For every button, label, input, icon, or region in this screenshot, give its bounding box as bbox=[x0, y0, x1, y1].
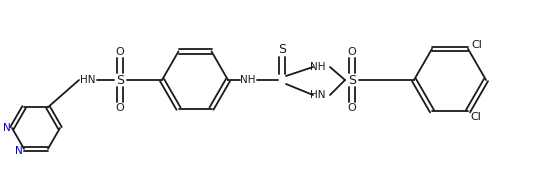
Text: HN: HN bbox=[310, 90, 326, 100]
Text: Cl: Cl bbox=[471, 40, 482, 50]
Text: O: O bbox=[348, 103, 356, 113]
Text: S: S bbox=[278, 43, 286, 56]
Text: S: S bbox=[348, 73, 356, 87]
Text: N: N bbox=[3, 123, 11, 133]
Text: O: O bbox=[116, 47, 124, 57]
Text: O: O bbox=[116, 103, 124, 113]
Text: NH: NH bbox=[240, 75, 256, 85]
Text: N: N bbox=[15, 146, 23, 156]
Text: NH: NH bbox=[310, 62, 326, 72]
Text: HN: HN bbox=[80, 75, 96, 85]
Text: O: O bbox=[348, 47, 356, 57]
Text: S: S bbox=[116, 73, 124, 87]
Text: Cl: Cl bbox=[470, 112, 481, 122]
